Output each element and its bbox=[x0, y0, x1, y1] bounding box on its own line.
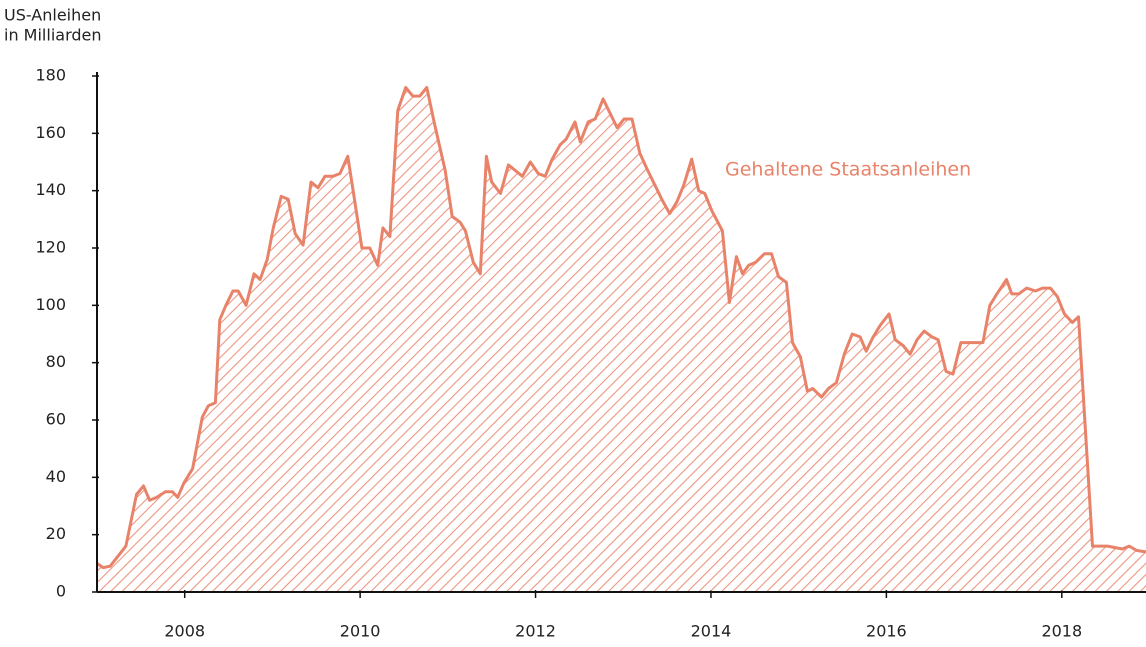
y-tick-label: 20 bbox=[46, 524, 66, 543]
y-axis-label: in Milliarden bbox=[4, 26, 102, 45]
y-tick-label: 180 bbox=[35, 66, 66, 85]
area bbox=[97, 87, 1146, 592]
y-tick-label: 160 bbox=[35, 123, 66, 142]
x-tick-label: 2008 bbox=[164, 622, 205, 641]
y-tick-label: 140 bbox=[35, 180, 66, 199]
y-tick-label: 80 bbox=[46, 352, 66, 371]
series-label: Gehaltene Staatsanleihen bbox=[725, 159, 971, 181]
y-axis-label: US-Anleihen bbox=[4, 6, 101, 25]
x-tick-label: 2012 bbox=[515, 622, 556, 641]
x-tick-label: 2018 bbox=[1041, 622, 1082, 641]
line bbox=[96, 86, 1146, 570]
x-tick-label: 2010 bbox=[340, 622, 381, 641]
y-tick-label: 120 bbox=[35, 238, 66, 257]
y-tick-label: 40 bbox=[46, 467, 66, 486]
y-tick-label: 100 bbox=[35, 295, 66, 314]
x-tick-label: 2016 bbox=[866, 622, 907, 641]
x-tick-label: 2014 bbox=[691, 622, 732, 641]
y-tick-label: 0 bbox=[56, 582, 66, 601]
y-tick-label: 60 bbox=[46, 410, 66, 429]
